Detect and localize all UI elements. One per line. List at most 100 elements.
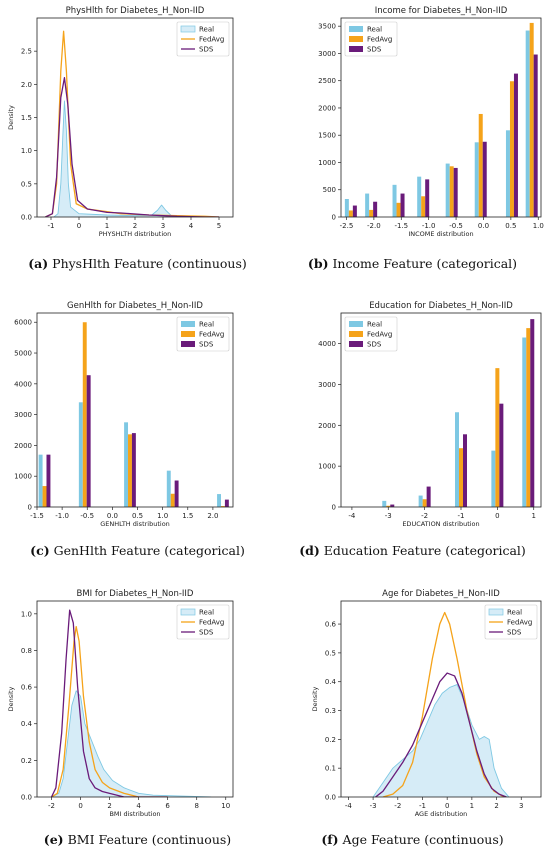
- chart-title: PhysHlth for Diabetes_H_Non-IID: [66, 6, 205, 16]
- bar-sds: [425, 179, 430, 217]
- caption-letter: (b): [307, 256, 329, 271]
- bar-real: [78, 402, 83, 507]
- x-tick-label: 1: [470, 802, 474, 810]
- y-tick-label: 0.5: [325, 649, 336, 657]
- caption-text: BMI Feature (continuous): [67, 832, 232, 847]
- chart-title: Education for Diabetes_H_Non-IID: [369, 301, 513, 311]
- bar-real: [166, 470, 171, 507]
- density-line-fedavg: [45, 30, 220, 217]
- y-tick-label: 0.2: [21, 757, 32, 765]
- y-axis-label: Density: [311, 686, 319, 711]
- y-axis-label: Density: [7, 686, 15, 711]
- x-tick-label: 5: [217, 222, 221, 230]
- chart-title: Income for Diabetes_H_Non-IID: [375, 6, 508, 16]
- legend-swatch-fedavg: [349, 331, 363, 337]
- bar-sds: [463, 434, 467, 507]
- x-tick-label: 0: [78, 802, 82, 810]
- legend-swatch-sds: [181, 341, 195, 347]
- legend-label-real: Real: [199, 26, 214, 34]
- density-line-fedavg: [382, 611, 505, 797]
- caption-letter: (f): [321, 832, 339, 847]
- y-tick-label: 2.5: [21, 48, 32, 56]
- y-tick-label: 4000: [318, 340, 336, 348]
- legend-swatch-real: [349, 26, 363, 32]
- y-tick-label: 1.5: [21, 114, 32, 122]
- plot-frame: [36, 600, 234, 798]
- plot-frame: [36, 312, 234, 508]
- x-tick-label: 1.0: [533, 222, 544, 230]
- bar-sds: [499, 403, 504, 507]
- x-tick-label: 0: [495, 512, 499, 520]
- y-tick-label: 2500: [318, 77, 336, 85]
- legend-label-real: Real: [199, 609, 214, 617]
- x-axis-label: BMI distribution: [109, 810, 160, 818]
- x-tick-label: 4: [189, 222, 194, 230]
- bar-fedavg: [478, 113, 483, 217]
- bar-fedavg: [386, 505, 391, 507]
- bar-fedavg: [421, 196, 426, 217]
- y-tick-label: 0.8: [21, 647, 32, 655]
- density-line-sds: [375, 672, 507, 797]
- y-tick-label: 2.0: [21, 81, 32, 89]
- bar-sds: [373, 201, 378, 217]
- legend-swatch-real: [349, 321, 363, 327]
- y-tick-label: 0.4: [325, 678, 337, 686]
- chart-title: Age for Diabetes_H_Non-IID: [382, 589, 500, 599]
- bar-sds: [482, 141, 487, 217]
- density-fill-real: [53, 100, 219, 217]
- bar-fedavg: [495, 368, 500, 507]
- x-tick-label: 2: [494, 802, 498, 810]
- legend-label-real: Real: [507, 609, 522, 617]
- density-line-sds: [50, 609, 168, 797]
- legend-swatch-real: [180, 608, 196, 616]
- bar-fedavg: [42, 486, 47, 507]
- x-tick-label: 0.5: [132, 512, 143, 520]
- x-tick-label: -1.5: [30, 512, 44, 520]
- legend-swatch-real: [488, 608, 504, 616]
- bar-real: [365, 193, 370, 217]
- x-tick-label: -1.0: [55, 512, 69, 520]
- legend-label-real: Real: [367, 321, 382, 329]
- plot-area: [372, 611, 510, 797]
- x-axis-label: GENHLTH distribution: [100, 520, 170, 528]
- y-tick-label: 1000: [318, 159, 336, 167]
- x-axis-label: AGE distribution: [415, 810, 468, 818]
- x-tick-label: -2.5: [340, 222, 354, 230]
- x-tick-label: -1: [458, 512, 465, 520]
- x-tick-label: 2.0: [207, 512, 218, 520]
- bar-fedavg: [529, 22, 534, 217]
- x-tick-label: 1.5: [182, 512, 193, 520]
- x-axis-label: INCOME distribution: [408, 230, 473, 238]
- x-tick-label: 0.5: [505, 222, 516, 230]
- bar-real: [217, 494, 221, 507]
- y-tick-label: 0: [332, 214, 336, 222]
- x-tick-label: 4: [136, 802, 141, 810]
- bar-fedavg: [128, 434, 132, 507]
- bar-real: [344, 199, 349, 217]
- caption-text: Age Feature (continuous): [342, 832, 504, 847]
- legend: Real FedAvg SDS: [344, 316, 398, 352]
- density-line-real: [51, 690, 212, 797]
- density-line-fedavg: [51, 625, 168, 797]
- plot-area: [45, 30, 220, 217]
- y-tick-label: 5000: [14, 350, 32, 358]
- chart-title: BMI for Diabetes_H_Non-IID: [77, 589, 194, 599]
- y-tick-label: 0: [332, 504, 336, 512]
- legend-label-fedavg: FedAvg: [199, 331, 224, 339]
- bar-fedavg: [220, 506, 225, 507]
- x-tick-label: 10: [221, 802, 230, 810]
- bar-sds: [400, 193, 405, 217]
- density-fill-real: [373, 684, 509, 797]
- x-tick-label: 3: [161, 222, 165, 230]
- y-tick-label: 3500: [318, 23, 336, 31]
- bar-fedavg: [509, 81, 514, 217]
- legend-label-fedavg: FedAvg: [199, 36, 224, 44]
- bar-real: [525, 30, 530, 217]
- bar-sds: [224, 499, 229, 507]
- bar-sds: [390, 504, 395, 507]
- legend: Real FedAvg SDS: [176, 316, 230, 352]
- y-tick-label: 1500: [318, 132, 336, 140]
- bar-fedavg: [526, 328, 531, 507]
- x-axis-label: EDUCATION distribution: [402, 520, 479, 528]
- bar-real: [392, 184, 397, 217]
